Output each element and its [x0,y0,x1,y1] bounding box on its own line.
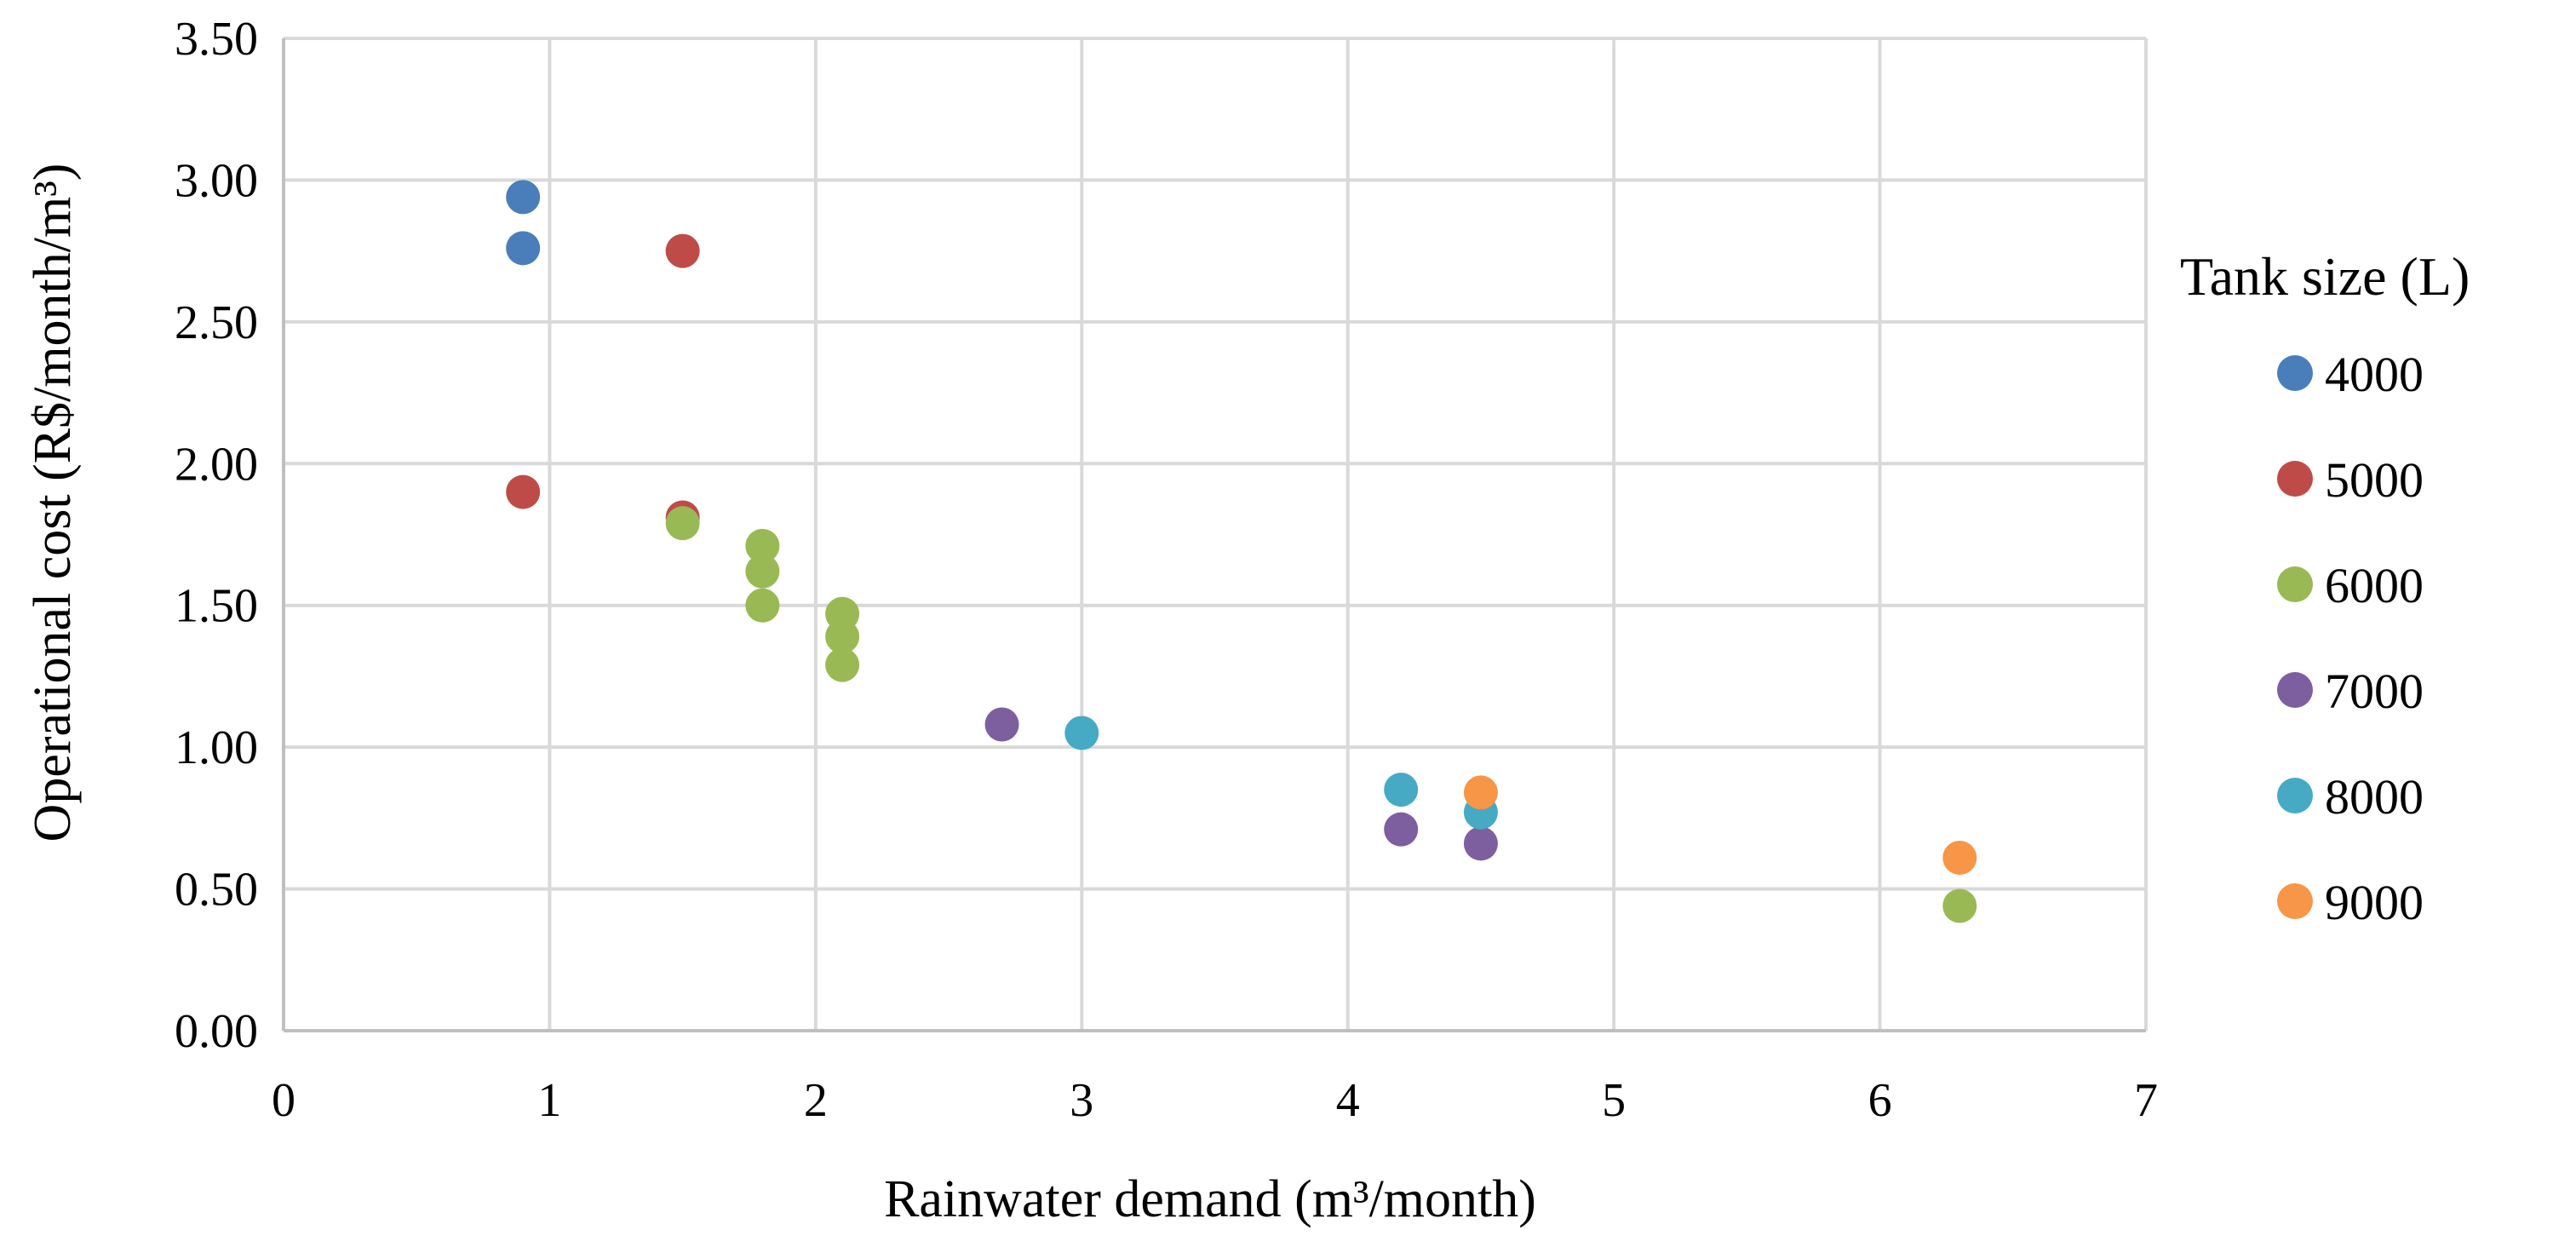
x-tick-label: 0 [272,1074,295,1127]
legend-marker-4000 [2277,355,2313,391]
x-tick-label: 2 [804,1074,828,1127]
x-axis-title: Rainwater demand (m³/month) [884,1170,1536,1228]
data-point-7000 [1463,826,1498,861]
data-point-4000 [506,180,541,215]
x-tick-label: 6 [1868,1074,1892,1127]
legend-label-5000: 5000 [2325,452,2424,508]
data-point-5000 [506,474,541,509]
x-tick-label: 5 [1602,1074,1626,1127]
data-points [506,180,1977,923]
data-point-8000 [1064,716,1099,750]
legend-items: 4000 5000 6000 7000 8000 9000 [2277,347,2424,930]
y-tick-label: 2.00 [175,438,258,491]
y-tick-label: 1.00 [175,721,258,774]
x-tick-label: 7 [2134,1074,2158,1127]
y-axis-title: Operational cost (R$/month/m³) [24,164,82,842]
y-tick-label: 1.50 [175,580,258,633]
grid [284,37,2148,1031]
legend-title: Tank size (L) [2180,246,2470,307]
legend: Tank size (L) 4000 5000 6000 7000 8000 9000 [2180,246,2470,930]
x-tick-labels: 0 1 2 3 4 5 6 7 [272,1074,2158,1127]
data-point-4000 [506,231,541,266]
legend-marker-8000 [2277,778,2313,813]
legend-label-4000: 4000 [2325,347,2424,402]
data-point-7000 [1384,812,1419,847]
data-point-6000 [745,588,780,623]
legend-label-9000: 9000 [2325,875,2424,930]
data-point-9000 [1942,840,1977,875]
data-point-6000 [825,619,860,654]
y-tick-label: 0.00 [175,1005,258,1058]
data-point-9000 [1463,775,1498,810]
data-point-7000 [984,707,1019,742]
x-tick-label: 3 [1070,1074,1093,1127]
y-tick-label: 3.00 [175,154,258,207]
y-tick-labels: 0.00 0.50 1.00 1.50 2.00 2.50 3.00 3.50 [175,13,258,1058]
legend-marker-9000 [2277,883,2313,919]
y-tick-label: 2.50 [175,296,258,349]
data-point-6000 [1942,888,1977,923]
legend-label-6000: 6000 [2325,558,2424,613]
legend-marker-5000 [2277,461,2313,497]
data-point-5000 [665,233,700,268]
legend-label-8000: 8000 [2325,769,2424,825]
y-tick-label: 3.50 [175,13,258,66]
x-tick-label: 4 [1336,1074,1360,1127]
axes [282,38,2146,1032]
data-point-8000 [1384,773,1419,808]
data-point-6000 [665,506,700,541]
data-point-6000 [745,528,780,563]
legend-label-7000: 7000 [2325,664,2424,719]
data-point-6000 [825,647,860,682]
x-tick-label: 1 [537,1074,561,1127]
data-point-6000 [745,554,780,589]
legend-marker-7000 [2277,672,2313,708]
legend-marker-6000 [2277,566,2313,602]
y-tick-label: 0.50 [175,864,258,917]
